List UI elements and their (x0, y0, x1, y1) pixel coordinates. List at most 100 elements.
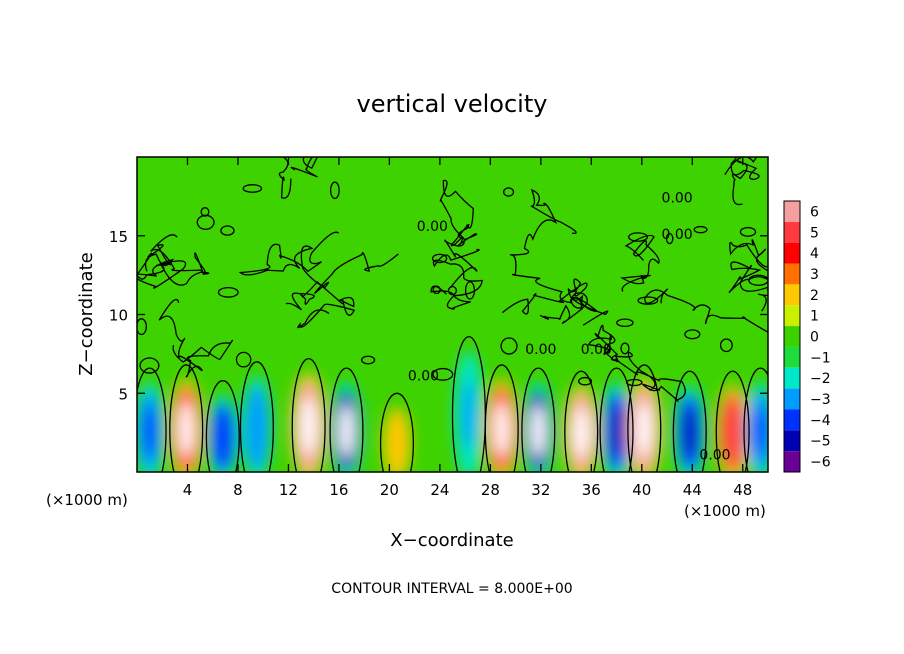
x-tick-label: 44 (683, 481, 702, 499)
cell-contour (291, 358, 326, 472)
velocity-cell-core (178, 401, 194, 458)
colorbar-frame (783, 200, 801, 473)
zero-contour (728, 239, 768, 312)
small-contour (628, 232, 649, 242)
small-contour (137, 318, 148, 336)
velocity-cell-core (753, 404, 768, 458)
velocity-cell-core (250, 399, 264, 457)
colorbar-swatch (784, 221, 800, 243)
chart-title: vertical velocity (357, 90, 548, 118)
velocity-cell-core (300, 396, 317, 456)
x-tick-label: 20 (380, 481, 399, 499)
small-contour (620, 342, 630, 355)
x-tick-label: 12 (279, 481, 298, 499)
colorbar-swatch (784, 388, 800, 410)
cell-contour (672, 370, 707, 472)
cell-contour (239, 361, 274, 472)
small-contour (360, 355, 376, 365)
x-tick-label: 24 (430, 481, 449, 499)
x-tick-label: 48 (733, 481, 752, 499)
zero-contour (158, 298, 234, 378)
small-contour (503, 187, 515, 197)
small-contour (432, 367, 454, 381)
zero-contour (439, 179, 478, 289)
x-unit-left: (×1000 m) (46, 491, 128, 509)
small-contour (693, 225, 708, 234)
cell-contour (627, 364, 662, 472)
x-unit-right: (×1000 m) (684, 502, 766, 520)
small-contour (242, 184, 263, 193)
small-contour (578, 376, 593, 386)
small-contour (464, 281, 476, 300)
velocity-cell-core (682, 406, 697, 459)
colorbar-swatch (784, 263, 800, 285)
velocity-cell-core (339, 404, 354, 458)
small-contour (684, 329, 701, 340)
zero-contour (509, 188, 609, 326)
small-contour (748, 274, 768, 286)
colorbar-swatch (784, 409, 800, 431)
cell-contour (379, 392, 415, 472)
x-axis-label: X−coordinate (390, 530, 513, 551)
colorbar-label: −3 (810, 392, 831, 408)
colorbar-swatch (784, 242, 800, 264)
zero-contour (587, 324, 686, 402)
velocity-cell-core (391, 423, 403, 464)
x-tick-label: 32 (531, 481, 550, 499)
x-tick-label: 40 (632, 481, 651, 499)
colorbar-label: 6 (810, 204, 819, 220)
x-tick-label: 28 (481, 481, 500, 499)
small-contour (739, 226, 757, 237)
small-contour (431, 253, 448, 264)
colorbar-swatch (784, 367, 800, 389)
small-contour (570, 292, 588, 309)
small-contour (139, 357, 160, 374)
colorbar-swatch (784, 326, 800, 347)
small-contour (616, 318, 634, 328)
contour-label: 0.00 (417, 219, 448, 235)
cell-contour (743, 367, 768, 472)
colorbar-swatch (784, 284, 800, 306)
colorbar-swatch (784, 430, 800, 452)
cell-contour (715, 370, 750, 472)
colorbar: 6 5 4 3 2 1 0 −1 −2 −3 −4 −5 −6 (783, 200, 831, 473)
small-contour (432, 285, 441, 295)
contour-label: 0.00 (581, 342, 612, 358)
colorbar-swatch (784, 346, 800, 368)
velocity-cell-core (573, 406, 589, 459)
colorbar-label: 2 (810, 288, 819, 304)
small-contour (447, 285, 457, 296)
small-contour (719, 338, 733, 353)
colorbar-label: 3 (810, 267, 819, 283)
velocity-cell-core (462, 379, 476, 451)
small-contour (200, 207, 210, 217)
colorbar-label: 1 (810, 309, 819, 325)
colorbar-label: −2 (810, 371, 831, 387)
small-contour (235, 351, 252, 368)
cell-contour (137, 367, 167, 472)
small-contour (665, 232, 674, 245)
colorbar-swatch (784, 305, 800, 327)
colorbar-swatch (784, 201, 800, 222)
contour-interval-note: CONTOUR INTERVAL = 8.000E+00 (331, 581, 572, 597)
colorbar-label: −5 (810, 434, 831, 450)
small-contour (329, 181, 340, 200)
cell-contour (521, 367, 556, 472)
y-axis-label: Z−coordinate (76, 252, 97, 375)
velocity-cell-core (609, 404, 624, 458)
small-contour (217, 286, 239, 298)
contour-label: 0.00 (408, 369, 439, 385)
velocity-cell-core (215, 413, 230, 461)
small-contour (196, 214, 215, 230)
zero-contour (724, 157, 760, 206)
colorbar-swatch (784, 451, 800, 472)
zero-contour (278, 157, 318, 199)
contour-label: 0.00 (662, 191, 693, 207)
cell-contour (484, 364, 519, 472)
y-tick-label: 10 (109, 307, 128, 325)
x-tick-label: 36 (582, 481, 601, 499)
y-tick-label: 5 (118, 385, 128, 403)
y-tick-label: 15 (109, 228, 128, 246)
contour-label: 0.00 (525, 342, 556, 358)
velocity-cell-core (142, 404, 157, 458)
